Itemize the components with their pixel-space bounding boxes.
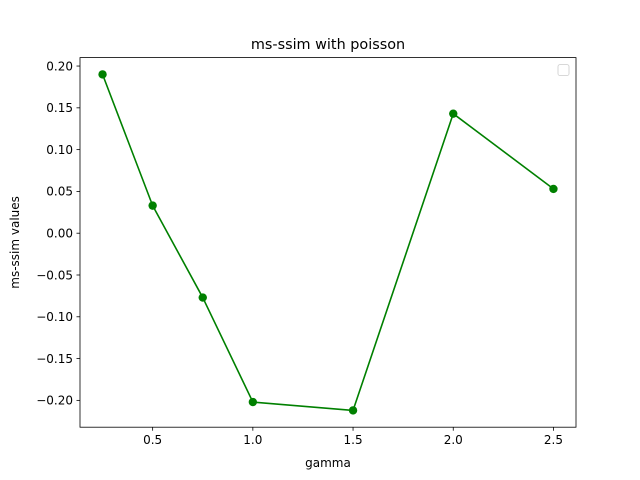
axes-frame [79, 57, 577, 428]
x-tick-label: 1.0 [243, 433, 262, 447]
x-tick-label: 2.5 [544, 433, 563, 447]
y-tick-label: 0.20 [46, 59, 73, 73]
data-point [198, 293, 207, 302]
plot-area [80, 57, 576, 428]
x-axis-label: gamma [305, 456, 351, 470]
data-point [549, 184, 558, 194]
x-tick-label: 1.5 [344, 433, 363, 447]
x-axis: 0.5 1.0 1.5 2.0 2.5 [143, 427, 563, 447]
series-group [98, 70, 558, 415]
y-tick-label: 0.00 [46, 227, 73, 241]
y-tick-label: −0.15 [36, 352, 73, 366]
y-tick-label: 0.15 [46, 101, 73, 115]
x-tick-label: 0.5 [143, 433, 162, 447]
y-tick-label: −0.20 [36, 394, 73, 408]
data-point [98, 70, 107, 79]
y-axis-label: ms-ssim values [8, 196, 22, 289]
y-tick-label: 0.10 [46, 143, 73, 157]
data-point [348, 406, 358, 415]
y-axis: 0.20 0.15 0.10 0.05 0.00 −0.05 −0.10 −0.15 −0.20 [36, 59, 80, 408]
data-point [449, 109, 458, 118]
x-tick-label: 2.0 [444, 433, 463, 447]
data-point [148, 201, 157, 210]
y-tick-label: −0.05 [36, 268, 73, 282]
data-point [248, 397, 258, 407]
chart-title: ms-ssim with poisson [251, 37, 405, 53]
y-tick-label: −0.10 [36, 310, 73, 324]
legend-box[interactable] [557, 64, 570, 76]
y-tick-label: 0.05 [46, 185, 73, 199]
